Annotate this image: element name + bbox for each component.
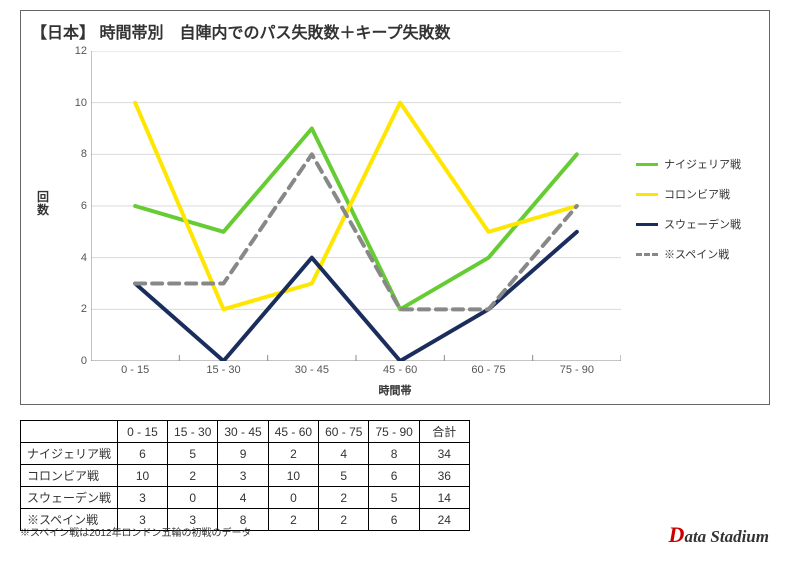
x-tick: 0 - 15 [121,364,149,376]
table-cell: 6 [118,443,168,465]
legend-label: コロンビア戦 [664,186,730,202]
table-cell: 9 [218,443,268,465]
x-tick: 60 - 75 [471,364,505,376]
table-cell: 5 [369,487,419,509]
footnote: ※スペイン戦は2012年ロンドン五輪の初戦のデータ [20,524,252,539]
logo: Data Stadium [669,522,769,548]
table-cell: 2 [268,443,318,465]
legend-swatch [636,193,658,196]
table-header-cell: 60 - 75 [319,421,369,443]
table-cell: 2 [268,509,318,531]
table-cell: 0 [168,487,218,509]
table-cell: 4 [218,487,268,509]
y-tick: 0 [69,355,87,367]
table-cell: 6 [369,465,419,487]
table-cell: 36 [419,465,469,487]
table-cell: 8 [369,443,419,465]
table-cell: 2 [319,487,369,509]
table-header-cell: 15 - 30 [168,421,218,443]
table-cell: 14 [419,487,469,509]
y-axis-label: 回数 [36,191,50,217]
x-axis-label: 時間帯 [21,382,769,398]
table-cell: 10 [118,465,168,487]
table-header-cell: 合計 [419,421,469,443]
table-header-row: 0 - 1515 - 3030 - 4545 - 6060 - 7575 - 9… [21,421,470,443]
table-row: ナイジェリア戦65924834 [21,443,470,465]
table-header-cell: 45 - 60 [268,421,318,443]
table-row-label: スウェーデン戦 [21,487,118,509]
table-header-cell [21,421,118,443]
table-cell: 2 [168,465,218,487]
table-cell: 5 [168,443,218,465]
table-cell: 24 [419,509,469,531]
table-cell: 3 [118,487,168,509]
table-header-cell: 75 - 90 [369,421,419,443]
table-header-cell: 30 - 45 [218,421,268,443]
plot-area [91,51,621,361]
legend-label: ※スペイン戦 [664,246,729,262]
legend-swatch [636,253,658,256]
table-cell: 3 [218,465,268,487]
legend-swatch [636,163,658,166]
y-tick: 4 [69,252,87,264]
legend-item-nigeria: ナイジェリア戦 [636,156,741,172]
y-tick: 12 [69,45,87,57]
y-tick: 8 [69,148,87,160]
table-header-cell: 0 - 15 [118,421,168,443]
legend-label: スウェーデン戦 [664,216,741,232]
x-tick: 75 - 90 [560,364,594,376]
x-tick: 30 - 45 [295,364,329,376]
legend-item-sweden: スウェーデン戦 [636,216,741,232]
chart-title: 【日本】 時間帯別 自陣内でのパス失敗数＋キープ失敗数 [31,19,451,43]
series-line-sweden [135,232,577,361]
table-cell: 10 [268,465,318,487]
table-cell: 6 [369,509,419,531]
x-tick: 15 - 30 [206,364,240,376]
legend-swatch [636,223,658,226]
legend-item-spain: ※スペイン戦 [636,246,741,262]
legend-label: ナイジェリア戦 [664,156,741,172]
table-cell: 0 [268,487,318,509]
plot-svg [91,51,621,361]
legend-item-colombia: コロンビア戦 [636,186,741,202]
table-row-label: ナイジェリア戦 [21,443,118,465]
y-tick: 2 [69,303,87,315]
table-cell: 4 [319,443,369,465]
table-cell: 34 [419,443,469,465]
table-cell: 5 [319,465,369,487]
logo-accent: D [669,522,685,547]
legend: ナイジェリア戦コロンビア戦スウェーデン戦 ※スペイン戦 [636,156,741,276]
table-row: スウェーデン戦30402514 [21,487,470,509]
data-table: 0 - 1515 - 3030 - 4545 - 6060 - 7575 - 9… [20,420,470,531]
logo-text: ata Stadium [684,527,769,546]
y-tick: 6 [69,200,87,212]
root-container: 【日本】 時間帯別 自陣内でのパス失敗数＋キープ失敗数 回数 024681012… [0,0,791,568]
table-row-label: コロンビア戦 [21,465,118,487]
chart-panel: 【日本】 時間帯別 自陣内でのパス失敗数＋キープ失敗数 回数 0 2 4 6 8 10 12… [20,10,770,405]
y-tick: 10 [69,97,87,109]
table-row: コロンビア戦1023105636 [21,465,470,487]
table-cell: 2 [319,509,369,531]
x-tick: 45 - 60 [383,364,417,376]
